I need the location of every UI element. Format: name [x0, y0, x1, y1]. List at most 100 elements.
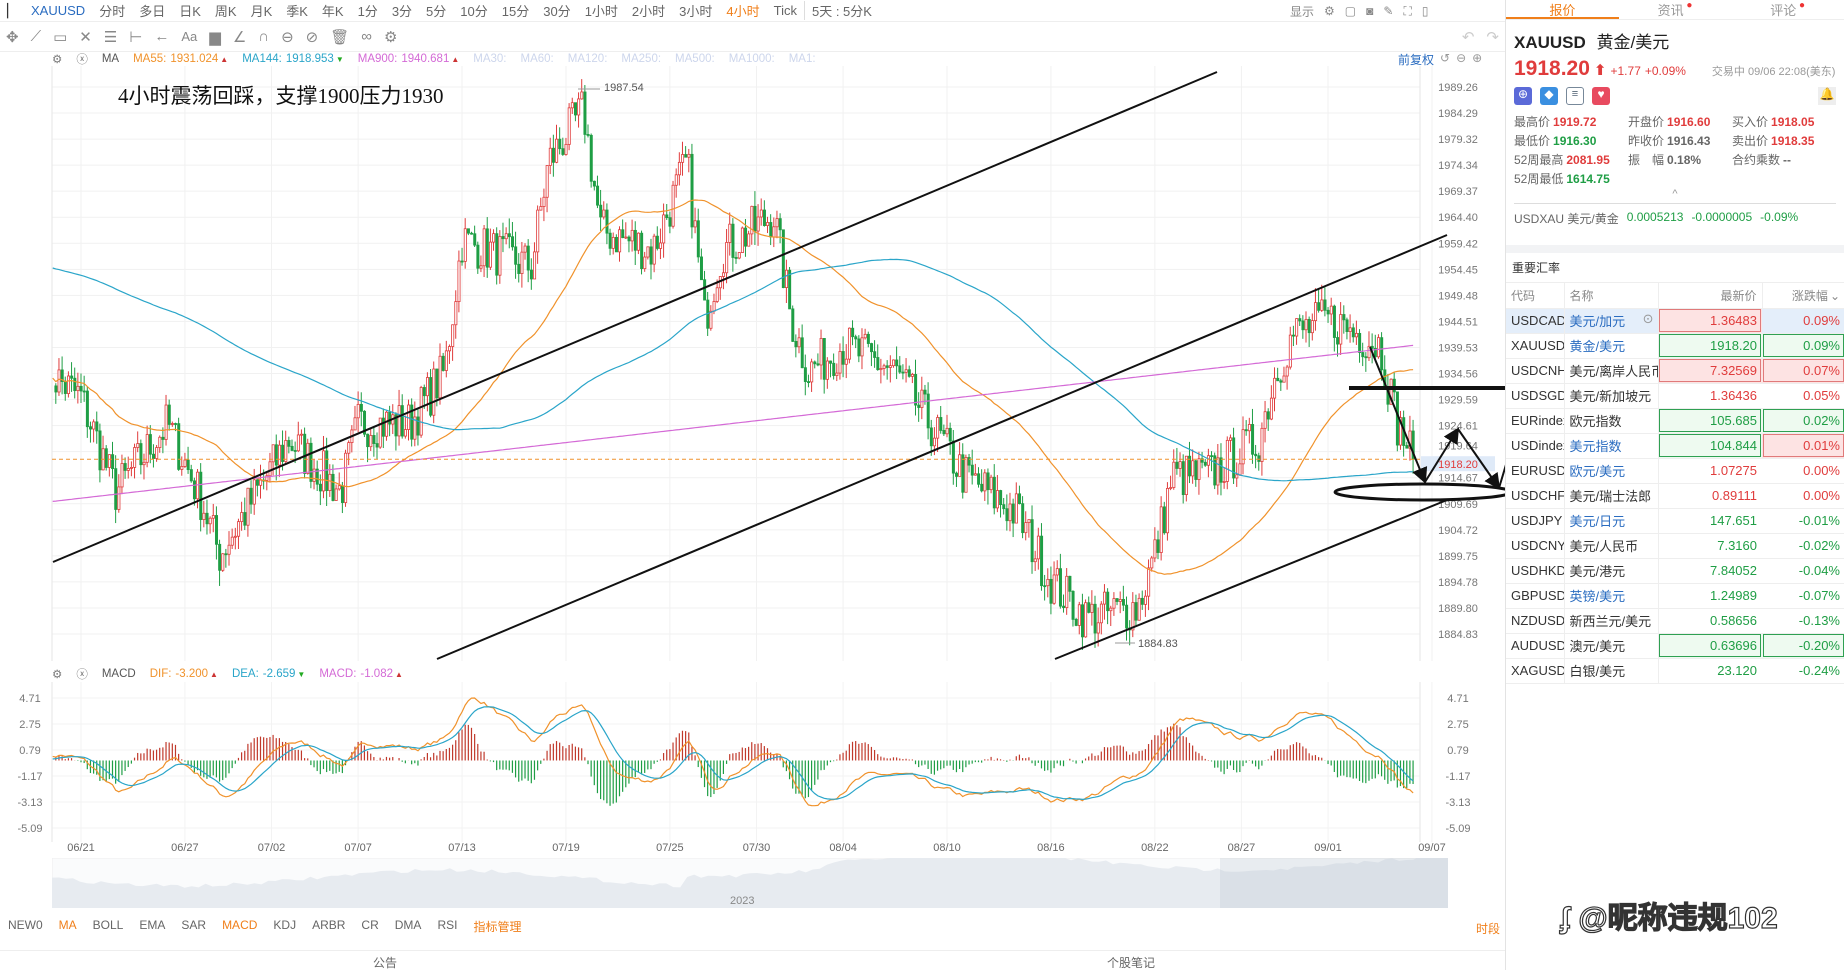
announcement-tab[interactable]: 公告: [373, 956, 398, 970]
line-tool-icon[interactable]: ⟋: [30, 28, 42, 45]
price-chart[interactable]: 1989.26 1984.29 1979.32 1974.34 1969.37 1964.…: [0, 66, 1505, 661]
ma-inactive[interactable]: MA1:: [788, 53, 816, 65]
ma-inactive[interactable]: MA60:: [520, 53, 554, 65]
period-17[interactable]: Tick: [773, 3, 797, 18]
tag-icon[interactable]: ◆: [1540, 87, 1558, 105]
zoom-in-icon[interactable]: ⊕: [1472, 51, 1483, 65]
navigator[interactable]: [52, 858, 1448, 908]
period-5[interactable]: 季K: [286, 4, 308, 19]
magnet-icon[interactable]: ∩: [258, 28, 270, 45]
table-row[interactable]: USDindex 美元指数 104.844 0.01%: [1506, 433, 1844, 459]
notes-tab[interactable]: 个股笔记: [1107, 956, 1156, 970]
measure-tool-icon[interactable]: ⊢: [129, 28, 143, 46]
tab-0[interactable]: 报价: [1506, 0, 1619, 19]
row-name[interactable]: 黄金/美元: [1564, 333, 1659, 359]
channel-tool-icon[interactable]: ☰: [103, 28, 118, 46]
table-row[interactable]: USDHKD 美元/港元 7.84052 -0.04%: [1506, 558, 1844, 584]
panel-toggle-icon[interactable]: ▯: [1421, 4, 1429, 18]
indicator-tab-boll[interactable]: BOLL: [92, 918, 124, 932]
macd-name[interactable]: MACD: [101, 668, 136, 680]
row-name[interactable]: 美元指数: [1564, 433, 1659, 459]
link-icon[interactable]: ∞: [361, 28, 372, 45]
period-3[interactable]: 周K: [214, 4, 237, 19]
fib-tool-icon[interactable]: ✕: [79, 28, 92, 46]
indicator-tab-cr[interactable]: CR: [361, 918, 379, 932]
period-10[interactable]: 10分: [460, 4, 488, 19]
trash-icon[interactable]: 🗑: [330, 28, 350, 46]
favorite-heart-icon[interactable]: ♥: [1592, 87, 1610, 105]
settings-icon[interactable]: ⚙: [1324, 4, 1335, 18]
macd-settings-icon[interactable]: ⚙: [52, 669, 63, 681]
table-row[interactable]: USDCHF 美元/瑞士法郎 0.89111 0.00%: [1506, 483, 1844, 509]
fullscreen-icon[interactable]: ⛶: [1403, 3, 1412, 18]
macd-chart[interactable]: 4.71 4.71 2.75 2.75 0.79 0.79 -1.17 -1.17 -3.13 -…: [0, 682, 1505, 842]
text-tool-icon[interactable]: Aa: [181, 29, 198, 44]
period-15[interactable]: 3小时: [679, 4, 713, 19]
row-name-text[interactable]: 美元指数: [1569, 439, 1622, 454]
period-button[interactable]: 时段: [1476, 922, 1501, 936]
row-name-text[interactable]: 美元/加元: [1569, 314, 1626, 329]
adjust-button[interactable]: 前复权: [1398, 53, 1435, 67]
tab-2[interactable]: 评论 ●: [1731, 0, 1844, 19]
ma-inactive[interactable]: MA120:: [567, 53, 608, 65]
ma-inactive[interactable]: MA250:: [621, 53, 662, 65]
ma-close-icon[interactable]: ⓧ: [76, 54, 88, 66]
row-name-text[interactable]: 美元/日元: [1569, 514, 1626, 529]
undo-icon[interactable]: ↶: [1461, 28, 1475, 46]
table-row[interactable]: XAGUSD 白银/美元 23.120 -0.24%: [1506, 658, 1844, 684]
row-name[interactable]: 美元/日元: [1564, 508, 1659, 534]
indicator-tab-dma[interactable]: DMA: [394, 918, 422, 932]
indicator-tab-sar[interactable]: SAR: [181, 918, 207, 932]
ma-inactive[interactable]: MA30:: [473, 53, 507, 65]
zoom-out-icon[interactable]: ⊖: [1456, 51, 1467, 65]
table-row[interactable]: USDCNY 美元/人民币 7.3160 -0.02%: [1506, 533, 1844, 559]
column-header-1[interactable]: 名称: [1564, 283, 1659, 309]
period-14[interactable]: 2小时: [631, 4, 666, 19]
period-12[interactable]: 30分: [543, 4, 571, 19]
collapse-icon[interactable]: ^: [1672, 188, 1678, 200]
indicator-tab-ema[interactable]: EMA: [139, 918, 166, 932]
range-dropdown[interactable]: 5天 : 5分K: [803, 1, 879, 20]
ma-inactive[interactable]: MA500:: [675, 53, 715, 65]
table-row[interactable]: NZDUSD 新西兰元/美元 0.58656 -0.13%: [1506, 608, 1844, 634]
move-icon[interactable]: ✥: [6, 28, 19, 46]
table-row[interactable]: USDCNH 美元/离岸人民币 7.32569 0.07%: [1506, 358, 1844, 384]
row-name[interactable]: 欧元/美元: [1564, 458, 1659, 484]
row-name[interactable]: 英镑/美元: [1564, 583, 1659, 609]
lock-icon[interactable]: ⊖: [281, 28, 294, 46]
period-13[interactable]: 1小时: [584, 4, 618, 19]
indicator-tab-指标管理[interactable]: 指标管理: [473, 920, 522, 934]
table-row[interactable]: GBPUSD 英镑/美元 1.24989 -0.07%: [1506, 583, 1844, 609]
arrow-tool-icon[interactable]: ←: [154, 28, 170, 45]
ma-settings-icon[interactable]: ⚙: [52, 54, 63, 66]
layout-icon[interactable]: ▢: [1344, 4, 1357, 18]
period-9[interactable]: 5分: [426, 4, 447, 19]
indicator-tab-rsi[interactable]: RSI: [437, 918, 458, 932]
table-row[interactable]: USDSGD 美元/新加坡元 1.36436 0.05%: [1506, 383, 1844, 409]
period-4[interactable]: 月K: [250, 4, 273, 19]
target-icon[interactable]: ⊙: [1642, 311, 1654, 326]
period-7[interactable]: 1分: [357, 4, 378, 19]
table-row[interactable]: EURUSD 欧元/美元 1.07275 0.00%: [1506, 458, 1844, 484]
table-row[interactable]: USDJPY 美元/日元 147.651 -0.01%: [1506, 508, 1844, 534]
camera-icon[interactable]: ◙: [1366, 4, 1374, 18]
display-dropdown[interactable]: 显示: [1290, 4, 1315, 19]
row-name-text[interactable]: 英镑/美元: [1569, 589, 1626, 604]
ma-name[interactable]: MA: [101, 53, 120, 65]
column-header-3[interactable]: 涨跌幅 ⌄: [1762, 283, 1844, 309]
table-row[interactable]: EURindex 欧元指数 105.685 0.02%: [1506, 408, 1844, 434]
note-icon[interactable]: ≡: [1566, 87, 1584, 105]
period-6[interactable]: 年K: [321, 4, 344, 19]
period-1[interactable]: 多日: [139, 4, 166, 19]
navigator-window[interactable]: [1220, 858, 1448, 908]
indicator-tab-arbr[interactable]: ARBR: [312, 918, 346, 932]
period-8[interactable]: 3分: [391, 4, 413, 19]
angle-tool-icon[interactable]: ∠: [232, 28, 247, 46]
period-11[interactable]: 15分: [501, 4, 530, 19]
redo-icon[interactable]: ↷: [1486, 28, 1499, 46]
hide-icon[interactable]: ⊘: [305, 28, 319, 46]
row-name-text[interactable]: 欧元/美元: [1569, 464, 1626, 479]
period-0[interactable]: 分时: [99, 4, 126, 19]
indicator-tab-new0[interactable]: NEW0: [8, 918, 43, 932]
table-row[interactable]: USDCAD 美元/加元 ⊙ 1.36483 0.09%: [1506, 308, 1844, 334]
